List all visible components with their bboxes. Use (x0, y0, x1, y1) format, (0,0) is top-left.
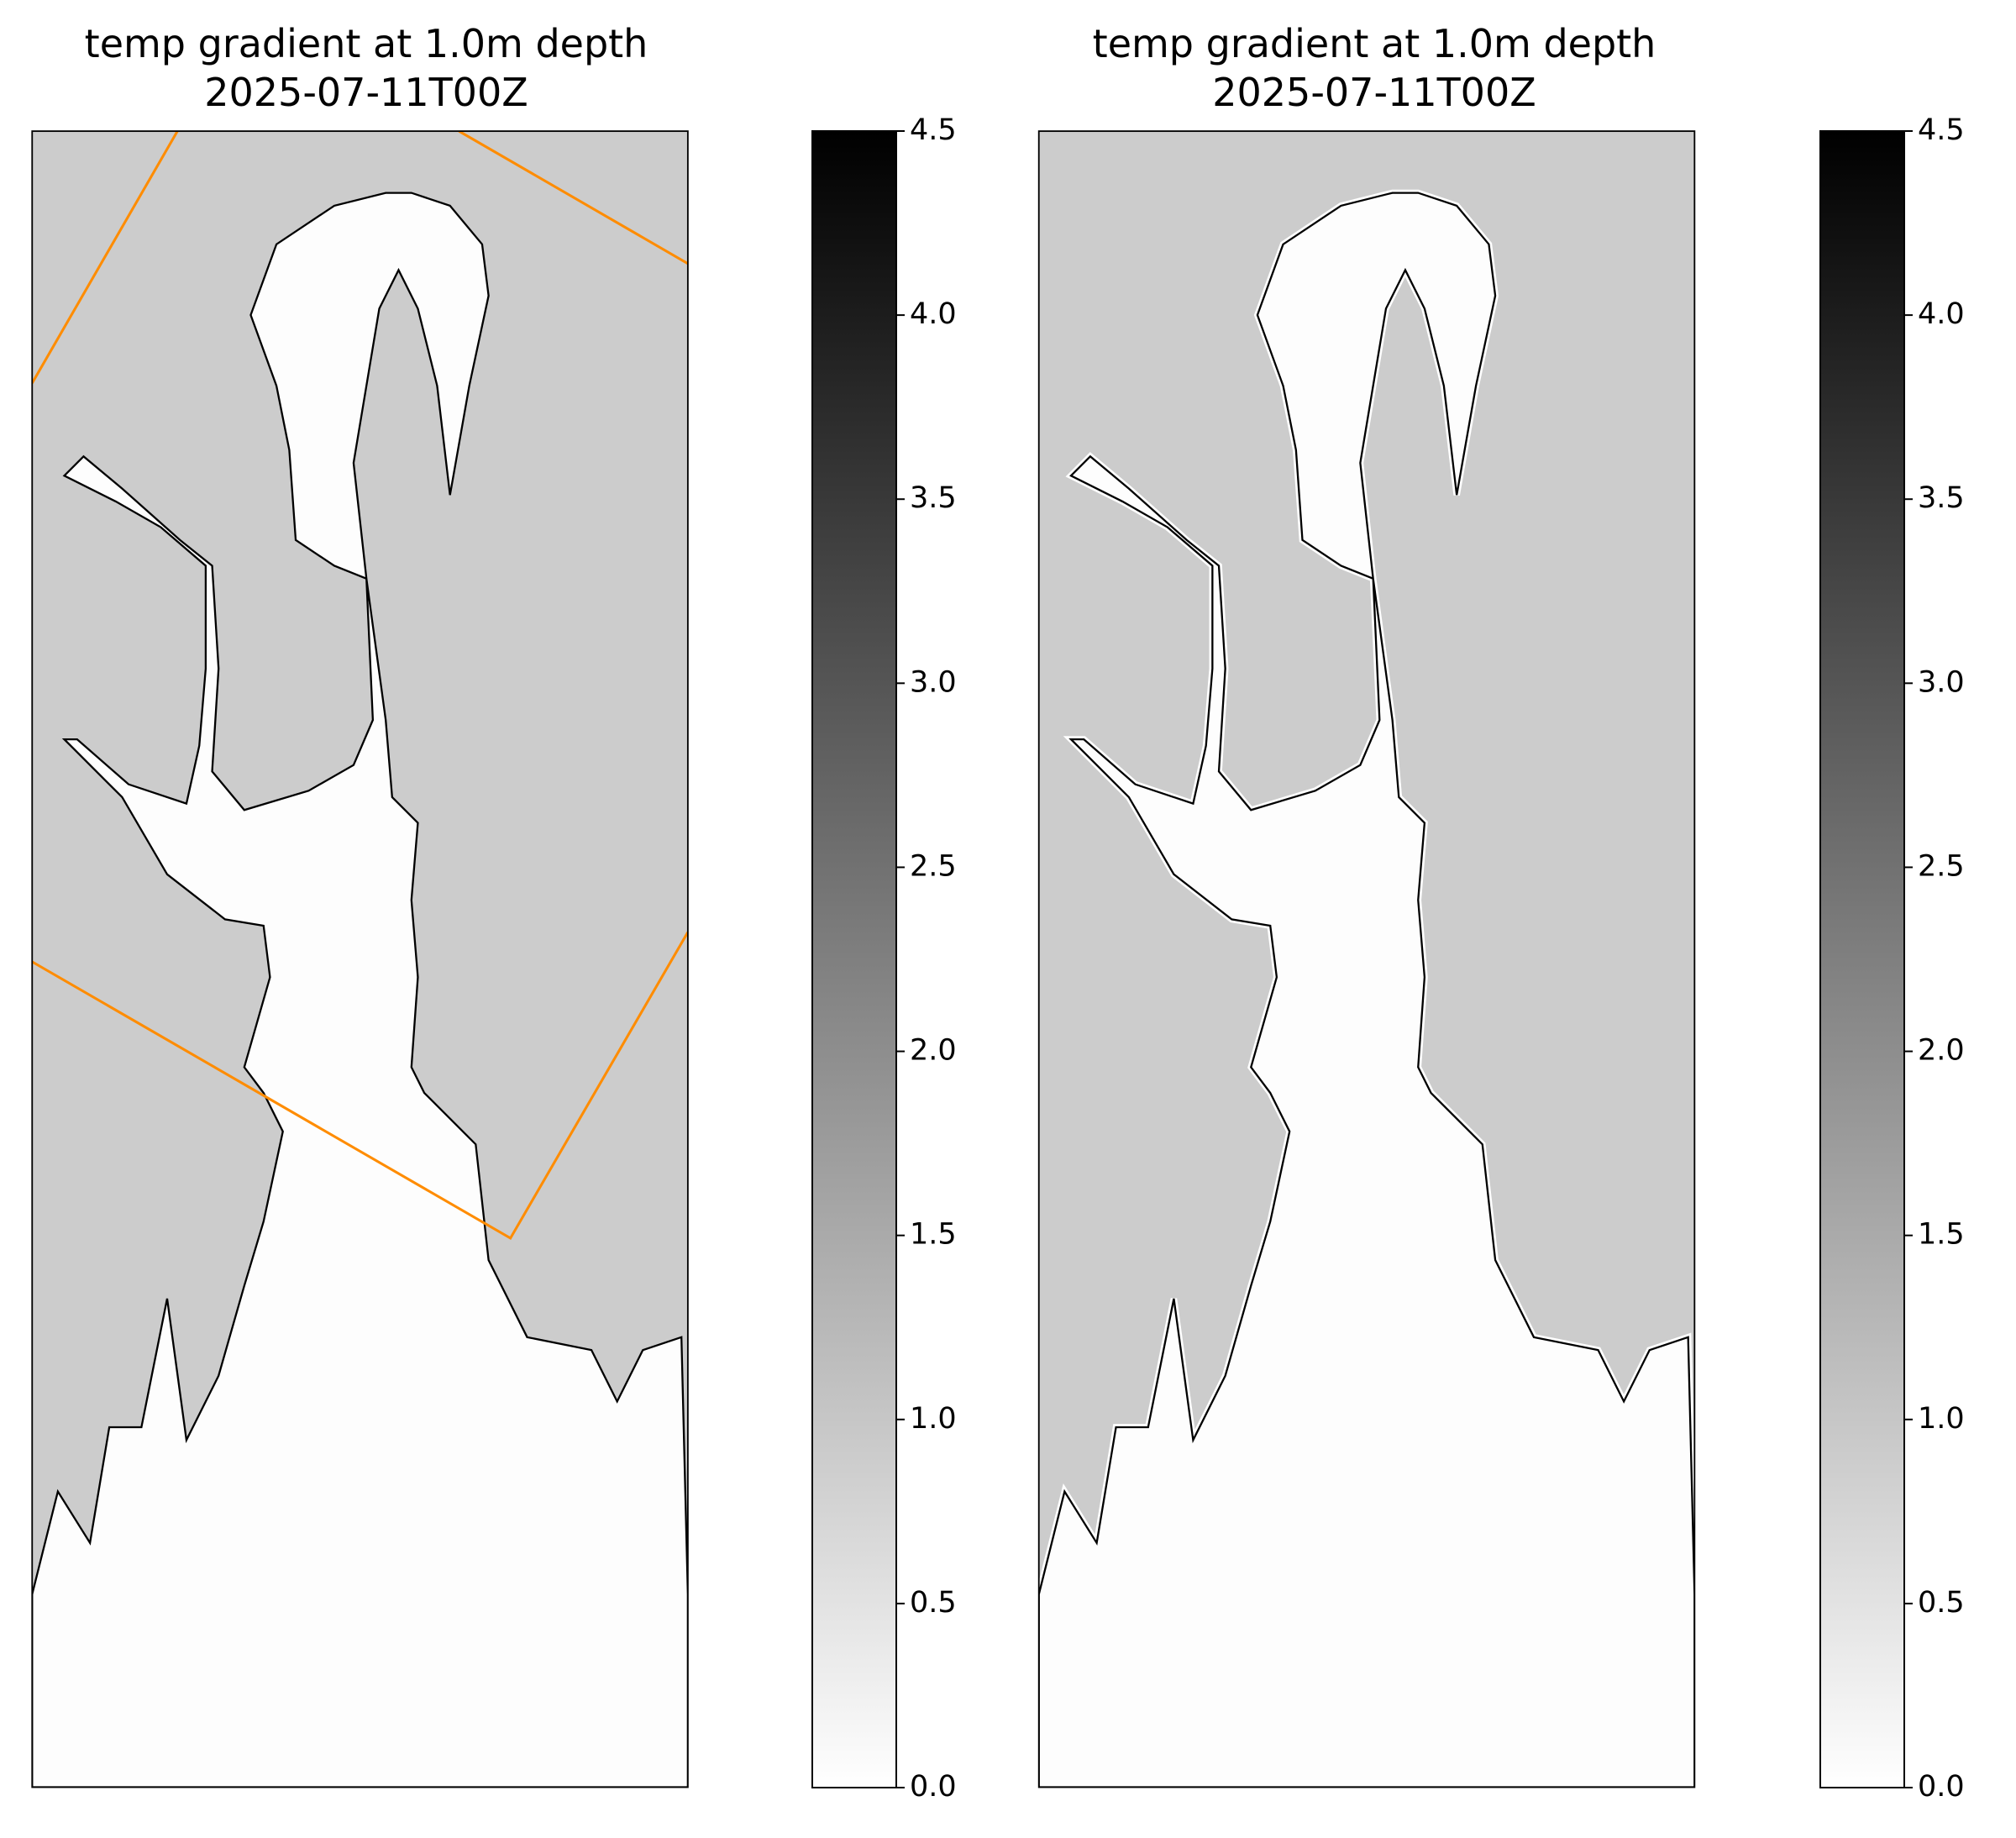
colorbar-tick-label: 2.0 (1918, 1034, 1965, 1068)
colorbar-tick-label: 0.5 (910, 1586, 957, 1620)
colorbar-tick-label: 0.5 (1918, 1586, 1965, 1620)
chart-subtitle: 2025-07-11T00Z (204, 70, 528, 115)
colorbar-tick-label: 1.0 (1918, 1402, 1965, 1436)
colorbar-tick-label: 4.5 (910, 113, 957, 147)
domain-outline (458, 131, 688, 265)
colorbar-tick-label: 4.0 (910, 297, 957, 331)
colorbar-tick-label: 4.5 (1918, 113, 1965, 147)
colorbar-tick-label: 1.0 (910, 1402, 957, 1436)
maps (31, 130, 1696, 1788)
axes-frame (1037, 130, 1696, 1788)
colorbar-tick-label: 1.5 (910, 1218, 957, 1252)
colorbar-tick-label: 0.0 (1918, 1770, 1965, 1804)
colorbar-tick-label: 0.0 (910, 1770, 957, 1804)
colorbar-tick-label: 2.0 (910, 1034, 957, 1068)
map-panel (1037, 130, 1696, 1788)
colorbar-tick-label: 3.0 (1918, 665, 1965, 699)
axes-frame (31, 130, 689, 1788)
domain-outline (32, 131, 179, 384)
chart-title: temp gradient at 1.0m depth (85, 21, 648, 66)
colorbar-tick-label: 2.5 (910, 849, 957, 883)
colorbar-tick-label: 4.0 (1918, 297, 1965, 331)
colorbar (1819, 130, 1905, 1788)
colorbar-tick-label: 2.5 (1918, 849, 1965, 883)
map-panel (32, 131, 688, 1788)
chart-subtitle: 2025-07-11T00Z (1212, 70, 1536, 115)
colorbar-tick-label: 1.5 (1918, 1218, 1965, 1252)
chart-title: temp gradient at 1.0m depth (1093, 21, 1656, 66)
domain-outline (32, 931, 688, 1241)
colorbar-tick-label: 3.5 (910, 481, 957, 515)
colorbar-tick-label: 3.0 (910, 665, 957, 699)
colorbar (811, 130, 897, 1788)
colorbar-tick-label: 3.5 (1918, 481, 1965, 515)
